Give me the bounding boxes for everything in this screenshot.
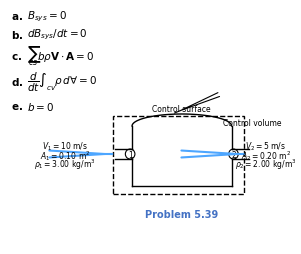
Text: $cs$: $cs$ xyxy=(28,57,38,66)
Text: $dB_{sys}/dt = 0$: $dB_{sys}/dt = 0$ xyxy=(27,28,87,42)
Text: $\dfrac{d}{dt}\int_{cv} \rho\, d\forall = 0$: $\dfrac{d}{dt}\int_{cv} \rho\, d\forall … xyxy=(27,70,97,93)
Text: $\mathbf{d.}$: $\mathbf{d.}$ xyxy=(11,76,24,88)
Text: $b\rho \mathbf{V} \cdot \mathbf{A} = 0$: $b\rho \mathbf{V} \cdot \mathbf{A} = 0$ xyxy=(37,50,95,64)
Text: $V_2 = 5$ m/s: $V_2 = 5$ m/s xyxy=(246,140,287,153)
Text: $\mathbf{b.}$: $\mathbf{b.}$ xyxy=(11,29,24,41)
Text: $\mathbf{e.}$: $\mathbf{e.}$ xyxy=(11,102,23,112)
Text: $A_2 = 0.20$ m$^2$: $A_2 = 0.20$ m$^2$ xyxy=(241,149,291,162)
Text: $\rho_1 = 3.00$ kg/m$^3$: $\rho_1 = 3.00$ kg/m$^3$ xyxy=(34,157,96,171)
Text: $\mathbf{c.}$: $\mathbf{c.}$ xyxy=(11,52,23,62)
Text: 2: 2 xyxy=(231,150,236,159)
Text: Problem 5.39: Problem 5.39 xyxy=(145,209,219,219)
Text: Control surface: Control surface xyxy=(153,105,211,114)
Text: $V_1 = 10$ m/s: $V_1 = 10$ m/s xyxy=(42,140,88,153)
Text: $\sum$: $\sum$ xyxy=(27,44,41,65)
Text: $b = 0$: $b = 0$ xyxy=(27,101,54,113)
Text: $\mathbf{a.}$: $\mathbf{a.}$ xyxy=(11,12,23,22)
Text: 1: 1 xyxy=(128,150,132,159)
Text: $A_1 = 0.10$ m$^2$: $A_1 = 0.10$ m$^2$ xyxy=(40,149,90,162)
Text: Control volume: Control volume xyxy=(223,118,282,127)
Text: $B_{sys} = 0$: $B_{sys} = 0$ xyxy=(27,10,67,24)
Text: $\rho_2 = 2.00$ kg/m$^3$: $\rho_2 = 2.00$ kg/m$^3$ xyxy=(235,157,297,171)
